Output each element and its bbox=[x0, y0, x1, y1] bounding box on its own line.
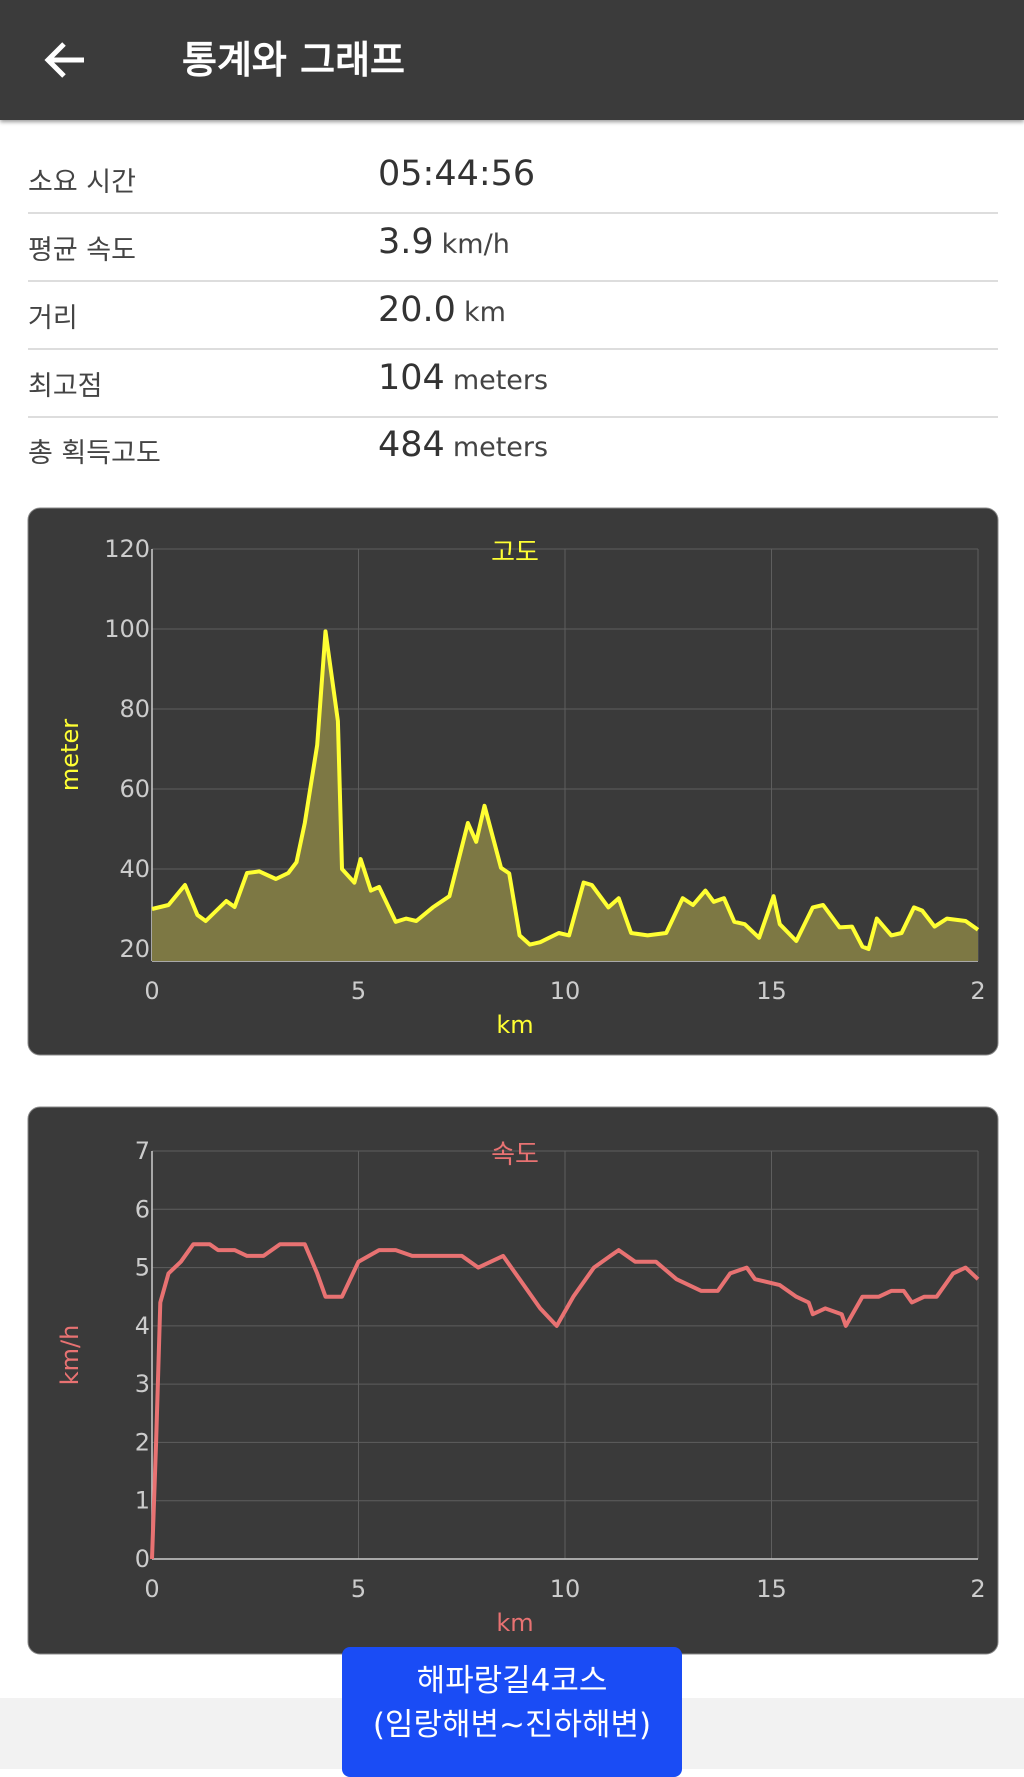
stat-value: 3.9 bbox=[378, 222, 434, 262]
stat-row: 거리 20.0 km bbox=[28, 282, 998, 350]
y-tick-label: 3 bbox=[135, 1370, 150, 1398]
stat-value-wrap: 484 meters bbox=[378, 425, 548, 465]
stat-unit: meters bbox=[452, 432, 549, 463]
x-tick-label: 0 bbox=[144, 1575, 159, 1603]
stat-value: 104 bbox=[378, 358, 445, 398]
stat-value: 20.0 bbox=[378, 290, 456, 330]
y-tick-label: 4 bbox=[135, 1312, 150, 1340]
y-tick-label: 5 bbox=[135, 1254, 150, 1282]
stat-row: 소요 시간 05:44:56 bbox=[28, 146, 998, 214]
app-bar: 통계와 그래프 bbox=[0, 0, 1024, 120]
y-tick-label: 7 bbox=[135, 1137, 150, 1165]
x-tick-label: 10 bbox=[550, 1575, 581, 1603]
stat-label: 총 획득고도 bbox=[28, 438, 161, 469]
line bbox=[150, 1242, 980, 1560]
stat-value: 484 bbox=[378, 425, 445, 465]
stat-label: 최고점 bbox=[28, 371, 103, 402]
stat-value: 05:44:56 bbox=[378, 154, 536, 194]
x-tick-label: 2 bbox=[970, 1575, 985, 1603]
stat-label: 평균 속도 bbox=[28, 235, 136, 266]
separator bbox=[28, 280, 998, 282]
back-button[interactable] bbox=[44, 38, 88, 82]
stat-value-wrap: 3.9 km/h bbox=[378, 222, 510, 262]
course-button[interactable]: 해파랑길4코스 (임랑해변~진하해변) bbox=[342, 1647, 682, 1777]
chart-title: 속도 bbox=[491, 1140, 539, 1170]
x-tick-label: 5 bbox=[351, 977, 366, 1005]
x-tick-label: 2 bbox=[970, 977, 985, 1005]
y-tick-label: 60 bbox=[119, 775, 150, 803]
y-tick-label: 2 bbox=[135, 1428, 150, 1456]
y-tick-label: 20 bbox=[119, 935, 150, 963]
y-tick-label: 100 bbox=[104, 615, 150, 643]
stat-row: 평균 속도 3.9 km/h bbox=[28, 214, 998, 282]
y-axis-label: meter bbox=[56, 719, 84, 791]
separator bbox=[28, 348, 998, 350]
stat-value-wrap: 104 meters bbox=[378, 358, 548, 398]
chart-card bbox=[27, 1106, 999, 1655]
x-tick-label: 5 bbox=[351, 1575, 366, 1603]
separator bbox=[28, 416, 998, 418]
y-axis-label: km/h bbox=[56, 1325, 84, 1386]
button-line: 해파랑길4코스 bbox=[416, 1663, 608, 1699]
x-axis-label: km bbox=[496, 1011, 533, 1039]
x-tick-label: 15 bbox=[756, 977, 787, 1005]
chart-card bbox=[27, 507, 999, 1056]
y-tick-label: 80 bbox=[119, 695, 150, 723]
x-axis-label: km bbox=[496, 1609, 533, 1637]
y-tick-label: 1 bbox=[135, 1487, 150, 1515]
chart-title: 고도 bbox=[491, 538, 539, 568]
title: 통계와 그래프 bbox=[182, 38, 405, 82]
y-tick-label: 0 bbox=[135, 1545, 150, 1573]
stat-label: 소요 시간 bbox=[28, 167, 136, 198]
x-tick-label: 15 bbox=[756, 1575, 787, 1603]
stat-unit: km bbox=[463, 297, 506, 328]
separator bbox=[28, 212, 998, 214]
x-tick-label: 0 bbox=[144, 977, 159, 1005]
stat-value-wrap: 20.0 km bbox=[378, 290, 506, 330]
stat-row: 총 획득고도 484 meters bbox=[28, 417, 998, 485]
line bbox=[151, 629, 980, 951]
stat-value-wrap: 05:44:56 bbox=[378, 154, 535, 194]
x-tick-label: 10 bbox=[550, 977, 581, 1005]
stat-row: 최고점 104 meters bbox=[28, 350, 998, 418]
area-fill bbox=[152, 631, 978, 961]
y-tick-label: 40 bbox=[119, 855, 150, 883]
y-tick-label: 6 bbox=[135, 1195, 150, 1223]
y-tick-label: 120 bbox=[104, 535, 150, 563]
stat-unit: km/h bbox=[441, 229, 510, 260]
stat-label: 거리 bbox=[28, 303, 78, 334]
button-line: (임랑해변~진하해변) bbox=[372, 1707, 652, 1743]
stat-unit: meters bbox=[452, 365, 549, 396]
charts: 20 40 60 80 100 120 0 5 10 15 2 고도 km meter 0 1 2 3 4 5 6 7 0 5… bbox=[27, 507, 999, 1655]
